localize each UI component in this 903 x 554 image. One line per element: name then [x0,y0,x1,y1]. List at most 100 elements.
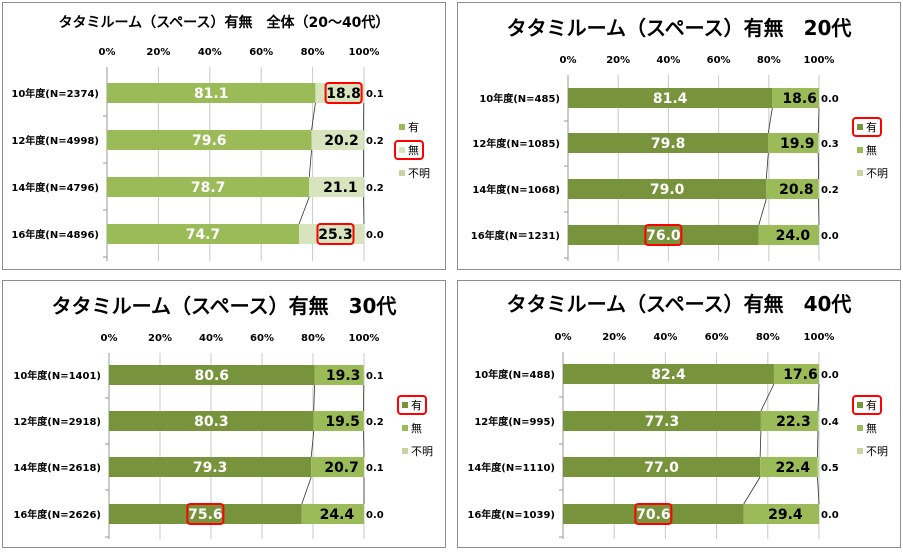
category-label: 12年度(N=2918) [13,415,101,428]
category-label: 14年度(N=1068) [472,183,560,196]
x-tick-label: 20% [146,47,170,58]
category-label: 10年度(N=1401) [13,369,101,382]
bar-segment-no [773,364,819,384]
legend-label: 無 [866,143,877,157]
legend-label: 不明 [408,167,430,180]
series-line-yes [743,476,761,505]
bar-segment-no [743,504,819,524]
data-label-yes: 77.0 [644,460,679,476]
bar-segment-yes [568,88,773,108]
data-label-no: 20.8 [779,182,814,198]
category-label: 14年度(N=1110) [467,461,555,474]
series-line-no [818,198,820,226]
data-label-no: 18.6 [782,91,817,107]
data-label-yes: 70.6 [636,507,671,523]
data-label-yes: 77.3 [645,414,680,430]
bar-segment-no [766,179,819,199]
data-label-yes: 75.6 [188,507,223,523]
bar-segment-no [311,130,364,150]
bar-segment-no [758,225,819,245]
x-tick-label: 20% [148,333,172,344]
data-label-unknown: 0.0 [821,94,839,105]
legend-swatch-unknown [402,448,408,454]
series-line-yes [758,198,767,226]
data-label-yes: 74.7 [186,227,221,243]
data-label-no: 20.2 [324,133,359,149]
x-tick-label: 100% [804,332,835,343]
data-label-unknown: 0.2 [366,136,384,147]
legend-swatch-yes [399,124,405,130]
category-label: 16年度(N＝1231) [471,229,560,242]
bar-segment-yes [563,457,761,477]
bar-segment-no [298,224,364,244]
series-line-no [817,107,820,134]
legend-label: 不明 [411,445,433,458]
bar-segment-no [301,504,364,524]
bar-segment-yes [109,504,302,524]
bar-segment-no [768,133,819,153]
bar-segment-unknown [818,179,819,199]
bar-segment-yes [568,133,769,153]
data-label-unknown: 0.2 [366,417,384,428]
bar-segment-no [760,457,818,477]
data-label-yes: 80.3 [194,414,229,430]
series-line-no [817,476,820,505]
legend-swatch-yes [857,124,863,130]
x-tick-label: 40% [653,332,677,343]
x-tick-label: 60% [705,332,729,343]
chart-panel-all-ages: タタミルーム（スペース）有無 全体（20～40代） 0% 20% 40% 60% 80% 1… [2,2,446,270]
data-label-yes: 79.3 [193,460,228,476]
category-label: 16年度(N=4896) [11,228,99,241]
x-tick-label: 100% [349,47,380,58]
chart-title: タタミルーム（スペース）有無 全体（20～40代） [59,14,390,31]
bar-segment-no [313,411,364,431]
x-tick-label: 60% [250,333,274,344]
chart-svg: タタミルーム（スペース）有無 20代 0% 20% 40% 60% 80% 100% 10年度… [471,16,888,261]
category-label: 16年度(N=2626) [13,508,101,521]
legend-swatch-unknown [857,448,863,454]
data-label-unknown: 0.1 [366,89,384,100]
series-line-no [817,383,820,412]
bar-segment-no [309,177,364,197]
data-label-no: 19.5 [325,414,360,430]
legend-label: 無 [411,421,422,435]
legend-swatch-no [857,147,863,153]
data-label-no: 24.4 [320,507,355,523]
chart-title: タタミルーム（スペース）有無 30代 [52,294,397,318]
highlight-box [316,223,355,245]
x-tick-label: 40% [199,333,223,344]
legend-label: 有 [411,398,422,412]
chart-title: タタミルーム（スペース）有無 20代 [507,16,852,40]
data-label-unknown: 0.5 [821,463,839,474]
bar-segment-yes [109,365,315,385]
bar-segment-no [772,88,819,108]
series-line-yes [298,196,310,225]
bar-segment-unknown [817,411,819,431]
x-tick-label: 0% [99,47,116,58]
x-tick-label: 20% [602,332,626,343]
bar-segment-unknown [817,457,819,477]
x-tick-label: 0% [101,333,118,344]
x-tick-label: 0% [560,55,577,66]
data-label-yes: 79.8 [651,136,686,152]
bar-segment-yes [563,411,761,431]
series-line-yes [310,430,315,458]
bar-segment-unknown [818,133,819,153]
bar-segment-yes [107,224,299,244]
data-label-unknown: 0.0 [366,510,384,521]
x-tick-label: 80% [756,332,780,343]
data-label-no: 22.3 [776,414,811,430]
category-label: 14年度(N=4796) [11,181,99,194]
x-tick-label: 100% [804,55,835,66]
category-label: 12年度(N=1085) [472,137,560,150]
legend-label: 不明 [866,445,888,458]
data-label-yes: 81.4 [653,91,688,107]
series-line-yes [311,102,316,131]
bar-segment-yes [568,225,759,245]
legend-swatch-no [857,425,863,431]
legend-highlight-box [397,395,427,415]
data-label-no: 22.4 [776,460,811,476]
series-line-yes [308,149,312,178]
legend-label: 有 [866,120,877,134]
bar-segment-unknown [363,177,364,197]
